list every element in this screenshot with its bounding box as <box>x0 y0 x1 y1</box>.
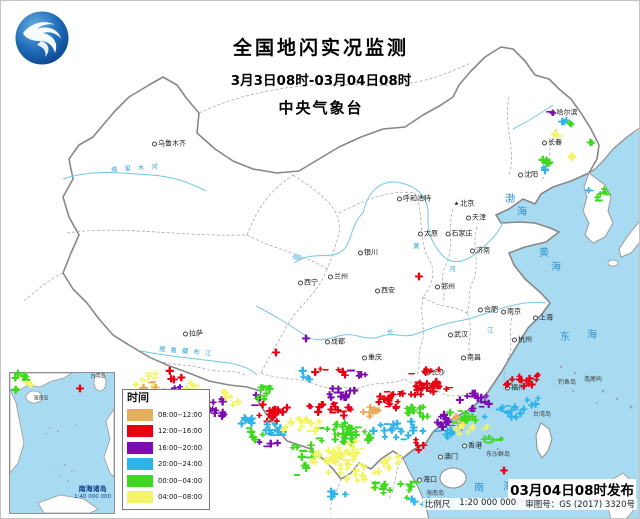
scale-info: 比例尺 1:20 000 000 审图号：GS (2017) 3320号 <box>422 498 637 510</box>
rivers <box>62 104 554 376</box>
legend-label: 20:00--24:00 <box>158 460 203 469</box>
legend-title: 时间 <box>127 391 149 404</box>
map-approval-number: 审图号：GS (2017) 3320号 <box>525 500 635 510</box>
russia-coastline <box>588 127 639 174</box>
taiwan-island <box>535 422 553 459</box>
legend-row-08-12: 08:00--12:00 <box>127 408 209 421</box>
legend-swatch-icon <box>127 458 153 471</box>
dragon-logo-icon <box>15 11 69 65</box>
scale-value: 1:20 000 000 <box>459 498 517 508</box>
korea-peninsula <box>582 172 614 244</box>
legend-swatch-icon <box>127 408 153 421</box>
map-title: 全国地闪实况监测 <box>232 37 410 59</box>
legend-row-00-04: 00:00--04:00 <box>127 474 209 487</box>
yellow-river <box>293 181 504 264</box>
legend-label: 08:00--12:00 <box>158 410 203 419</box>
publish-time: 03月04日08时发布 <box>508 479 636 499</box>
legend-swatch-icon <box>127 491 153 504</box>
hainan-island <box>439 467 467 489</box>
inset-title: 南海诸岛 <box>78 485 107 494</box>
inset-geography <box>10 373 114 513</box>
tarim-river <box>62 172 207 192</box>
legend-items: 08:00--12:00 12:00--16:00 16:00--20:00 20:0… <box>127 408 209 504</box>
yangtze-river <box>255 301 547 341</box>
ryukyu-islands <box>559 365 633 409</box>
inset-scale: 1:40 000 000 <box>74 494 111 501</box>
scale-label: 比例尺 <box>424 500 451 510</box>
china-border <box>62 46 600 480</box>
inset-caption: 南海诸岛 1:40 000 000 <box>74 485 111 501</box>
time-legend: 时间 08:00--12:00 12:00--16:00 16:00--20:00 2… <box>122 389 210 510</box>
date-range: 3月3日08时-03月04日08时 <box>230 73 412 89</box>
agency-name: 中央气象台 <box>278 99 364 117</box>
legend-row-16-20: 16:00--20:00 <box>127 441 209 454</box>
title-block: 全国地闪实况监测 3月3日08时-03月04日08时 中央气象台 <box>231 33 412 118</box>
dongsha-islet <box>496 448 500 450</box>
south-china-sea-inset: 南海诸岛 1:40 000 000 <box>9 372 115 514</box>
qinghai-lake <box>292 254 302 260</box>
nmc-logo <box>14 10 70 66</box>
legend-row-12-16: 12:00--16:00 <box>127 425 209 438</box>
legend-label: 04:00--08:00 <box>158 493 203 502</box>
legend-row-04-08: 04:00--08:00 <box>127 491 209 504</box>
legend-row-20-24: 20:00--24:00 <box>127 458 209 471</box>
japan-islet <box>607 259 619 267</box>
legend-label: 12:00--16:00 <box>158 427 203 436</box>
sea-area <box>403 130 639 518</box>
legend-label: 00:00--04:00 <box>158 476 203 485</box>
legend-swatch-icon <box>127 474 153 487</box>
province-borders <box>22 62 558 514</box>
yarlung-river <box>140 350 258 376</box>
legend-swatch-icon <box>127 425 153 438</box>
legend-swatch-icon <box>127 441 153 454</box>
songhua-river <box>512 104 554 130</box>
japan-islands <box>618 220 639 258</box>
legend-label: 16:00--20:00 <box>158 443 203 452</box>
